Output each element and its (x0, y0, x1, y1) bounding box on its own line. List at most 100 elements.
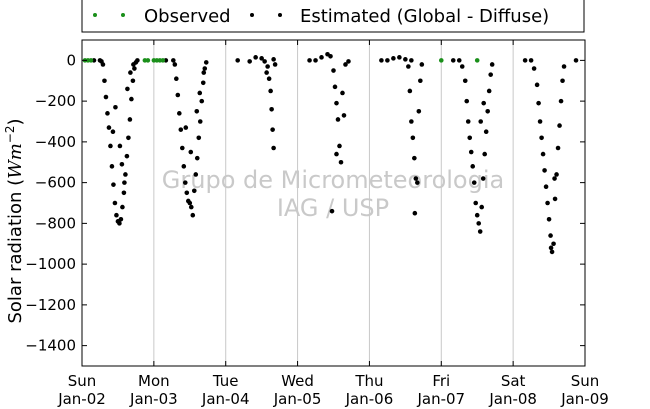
estimated-point (197, 119, 203, 124)
estimated-point (552, 176, 557, 181)
estimated-point (132, 66, 137, 71)
estimated-point (253, 55, 258, 60)
watermark-line-1: Grupo de Micrometeorologia (162, 166, 504, 194)
estimated-point (486, 88, 492, 94)
estimated-point (272, 62, 278, 67)
estimated-point (271, 57, 276, 62)
x-tick-label-day: Tue (212, 372, 239, 390)
estimated-point (462, 78, 468, 84)
estimated-point (130, 78, 136, 84)
estimated-point (190, 212, 196, 218)
estimated-point (235, 58, 240, 63)
y-axis-label-close: ) (5, 118, 26, 125)
estimated-point (119, 161, 125, 167)
estimated-point (191, 188, 197, 194)
estimated-point (102, 78, 107, 84)
estimated-point (406, 64, 411, 69)
estimated-point (188, 204, 194, 210)
estimated-point (177, 111, 182, 116)
estimated-point (129, 96, 134, 102)
estimated-point (111, 182, 116, 187)
estimated-point (456, 58, 462, 63)
x-tick-label-date: Jan-02 (57, 390, 106, 408)
estimated-point (557, 123, 562, 128)
x-tick-label-date: Jan-05 (273, 390, 322, 408)
estimated-point (126, 135, 131, 141)
estimated-point (474, 212, 480, 218)
y-tick-label: 0 (66, 51, 76, 69)
estimated-point (558, 98, 564, 104)
estimated-point (471, 180, 477, 185)
legend-marker-observed (93, 13, 97, 17)
estimated-point (113, 104, 118, 110)
estimated-point (269, 106, 274, 112)
x-tick-label-day: Thu (354, 372, 383, 390)
estimated-point (329, 208, 335, 214)
estimated-point (247, 59, 252, 64)
estimated-point (187, 200, 193, 206)
y-tick-label: −400 (35, 133, 76, 151)
x-tick-label-day: Sun (571, 372, 600, 390)
estimated-point (467, 135, 473, 141)
plot-points (82, 51, 579, 255)
estimated-point (180, 145, 185, 151)
estimated-point (418, 78, 423, 84)
estimated-point (328, 54, 333, 59)
y-tick-label: −1200 (25, 296, 76, 314)
x-tick-label-day: Sat (501, 372, 526, 390)
estimated-point (181, 164, 187, 169)
legend-box (81, 0, 585, 33)
observed-point (438, 58, 444, 63)
estimated-point (100, 62, 106, 67)
estimated-point (478, 119, 484, 124)
estimated-point (122, 180, 127, 185)
estimated-point (536, 100, 541, 106)
watermark-line-2: IAG / USP (277, 194, 389, 222)
estimated-point (346, 59, 351, 64)
estimated-point (178, 127, 184, 132)
estimated-point (175, 92, 181, 98)
y-axis-label-exponent: −2 (3, 126, 17, 144)
y-tick-label: −800 (35, 214, 76, 232)
estimated-point (534, 82, 540, 88)
estimated-point (488, 72, 493, 77)
estimated-point (489, 62, 495, 67)
estimated-point (477, 229, 483, 234)
estimated-point (476, 221, 482, 226)
estimated-point (127, 117, 133, 122)
estimated-point (481, 100, 487, 106)
estimated-point (480, 176, 486, 181)
x-grid (153, 40, 514, 366)
estimated-point (548, 245, 554, 251)
estimated-point (540, 151, 546, 157)
estimated-point (413, 176, 419, 181)
legend-marker-estimated (278, 13, 282, 17)
estimated-point (270, 127, 275, 132)
estimated-point (106, 125, 112, 130)
estimated-point (331, 68, 336, 73)
estimated-point (123, 172, 128, 177)
estimated-point (105, 111, 110, 116)
estimated-point (391, 56, 396, 61)
x-tick-label-day: Mon (138, 372, 170, 390)
y-axis-label-main: Solar radiation (5, 186, 26, 324)
x-tick-label-date: Jan-07 (416, 390, 465, 408)
estimated-point (468, 149, 474, 155)
estimated-point (528, 58, 534, 63)
estimated-point (459, 64, 465, 69)
estimated-point (561, 64, 567, 69)
estimated-point (117, 143, 123, 149)
x-axis: SunJan-02MonJan-03TueJan-04WedJan-05ThuJ… (57, 40, 609, 408)
legend: Observed Estimated (Global - Diffuse) (81, 0, 585, 33)
observed-point (88, 58, 94, 63)
estimated-point (332, 84, 338, 90)
estimated-point (340, 90, 345, 96)
estimated-point (319, 55, 324, 60)
estimated-point (307, 58, 312, 63)
estimated-point (259, 56, 264, 61)
estimated-point (539, 135, 544, 141)
estimated-point (201, 70, 207, 75)
estimated-point (265, 64, 270, 69)
